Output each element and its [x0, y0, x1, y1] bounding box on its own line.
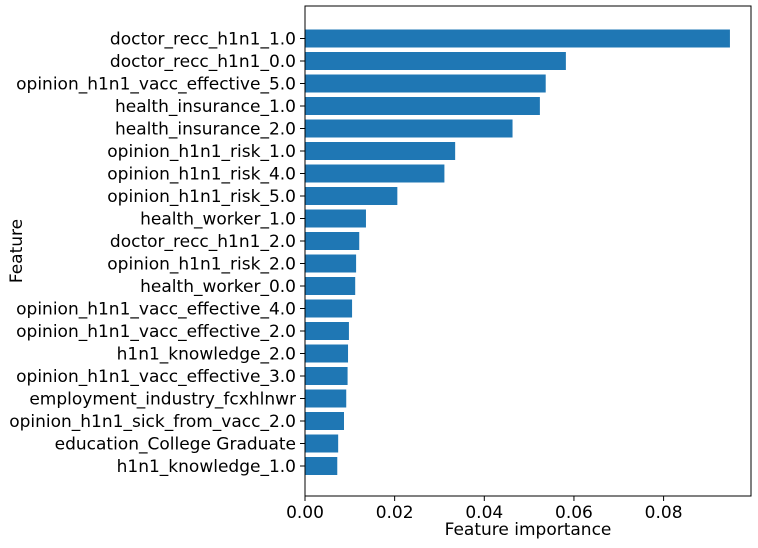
bar-15	[305, 367, 348, 385]
bar-2	[305, 74, 546, 93]
x-tick-label: 0.06	[555, 503, 593, 523]
x-tick-label: 0.02	[376, 503, 414, 523]
x-axis-label: Feature importance	[445, 520, 612, 540]
bar-6	[305, 164, 445, 183]
y-tick-label: h1n1_knowledge_2.0	[117, 345, 296, 365]
y-tick-label: doctor_recc_h1n1_0.0	[110, 52, 296, 72]
bar-13	[305, 322, 349, 340]
y-tick-label: opinion_h1n1_sick_from_vacc_2.0	[9, 412, 296, 432]
y-tick-label: health_insurance_1.0	[115, 97, 296, 117]
y-tick-label: opinion_h1n1_risk_5.0	[107, 187, 296, 207]
bars-group	[305, 29, 730, 475]
bar-3	[305, 97, 540, 115]
y-tick-label: opinion_h1n1_vacc_effective_3.0	[16, 367, 296, 387]
y-tick-label: opinion_h1n1_risk_4.0	[107, 165, 296, 185]
bar-0	[305, 29, 730, 48]
x-tick-label: 0.00	[286, 503, 324, 523]
y-tick-label: opinion_h1n1_vacc_effective_2.0	[16, 322, 296, 342]
y-tick-label: health_insurance_2.0	[115, 120, 296, 140]
x-tick-label: 0.08	[645, 503, 683, 523]
y-tick-label: opinion_h1n1_vacc_effective_5.0	[16, 75, 296, 95]
y-axis-label: Feature	[7, 219, 27, 283]
bar-11	[305, 277, 356, 295]
bar-9	[305, 232, 360, 250]
bar-7	[305, 187, 398, 205]
bar-17	[305, 412, 344, 430]
bar-5	[305, 142, 456, 160]
y-tick-label: opinion_h1n1_risk_2.0	[107, 255, 296, 275]
y-tick-label: opinion_h1n1_vacc_effective_4.0	[16, 300, 296, 320]
y-tick-label: health_worker_0.0	[140, 277, 296, 297]
bar-19	[305, 457, 338, 475]
bar-12	[305, 299, 353, 318]
bar-18	[305, 434, 339, 453]
y-tick-label: h1n1_knowledge_1.0	[117, 457, 296, 477]
plot-frame	[304, 5, 752, 497]
bar-8	[305, 209, 366, 228]
y-tick-label: education_College Graduate	[55, 435, 296, 455]
bar-1	[305, 52, 566, 70]
y-tick-label: doctor_recc_h1n1_1.0	[110, 30, 296, 50]
y-tick-label: employment_industry_fcxhlnwr	[29, 390, 296, 410]
y-tick-labels-group: doctor_recc_h1n1_1.0doctor_recc_h1n1_0.0…	[9, 30, 305, 477]
bar-16	[305, 389, 347, 408]
y-tick-label: doctor_recc_h1n1_2.0	[110, 232, 296, 252]
y-tick-label: opinion_h1n1_risk_1.0	[107, 142, 296, 162]
bar-10	[305, 254, 357, 273]
x-tick-label: 0.04	[465, 503, 503, 523]
x-ticks-group: 0.00 0.02 0.04 0.06 0.08	[286, 496, 683, 523]
bar-4	[305, 119, 513, 138]
y-tick-label: health_worker_1.0	[140, 210, 296, 230]
bar-14	[305, 344, 349, 363]
